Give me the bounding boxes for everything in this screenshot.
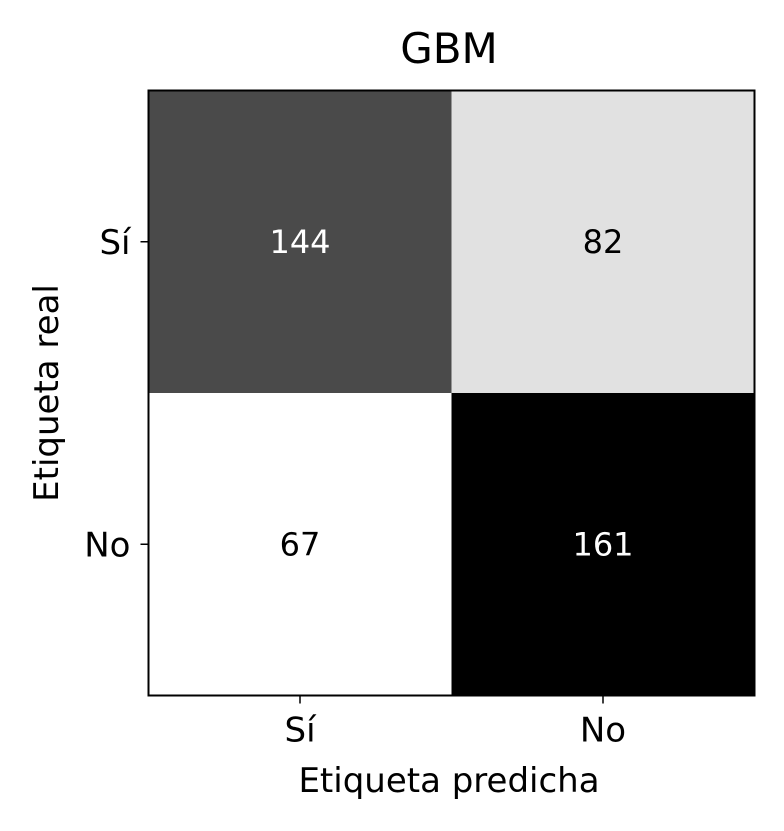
- cell-value-r1-c1: 161: [572, 525, 633, 563]
- cell-value-r0-c1: 82: [583, 223, 624, 261]
- x-axis-label: Etiqueta predicha: [298, 761, 599, 801]
- cell-value-r1-c0: 67: [280, 525, 321, 563]
- x-axis-ticks: Sí No: [284, 695, 626, 751]
- heatmap-cells: [148, 90, 755, 696]
- x-tick-label-1: No: [580, 711, 626, 751]
- heatmap-cell-r0-c0: [148, 90, 452, 393]
- y-axis-label: Etiqueta real: [27, 284, 67, 502]
- cell-value-r0-c0: 144: [269, 223, 330, 261]
- y-tick-label-1: No: [84, 525, 130, 565]
- heatmap-cell-r0-c1: [451, 90, 755, 393]
- y-tick-label-0: Sí: [99, 223, 132, 263]
- heatmap-cell-labels: 144 82 67 161: [269, 223, 633, 564]
- y-axis-ticks: Sí No: [84, 223, 149, 565]
- chart-title: GBM: [400, 24, 498, 73]
- heatmap-cell-r1-c0: [148, 393, 452, 696]
- plot-frame: [147, 89, 756, 697]
- heatmap-cell-r1-c1: [451, 393, 755, 696]
- x-tick-label-0: Sí: [284, 711, 317, 751]
